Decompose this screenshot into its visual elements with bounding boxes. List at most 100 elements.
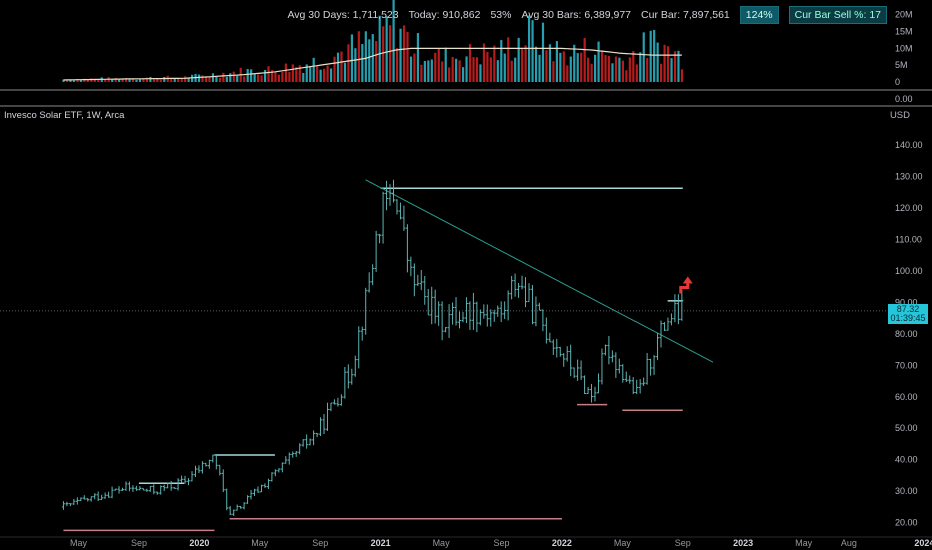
time-tick-label: Sep <box>312 538 328 548</box>
volume-bar <box>180 78 183 82</box>
volume-bar <box>587 57 590 82</box>
time-tick-label: 2022 <box>552 538 572 548</box>
volume-bar <box>378 15 381 83</box>
volume-bar <box>298 65 301 82</box>
volume-bar <box>566 65 569 82</box>
volume-bar <box>72 80 76 82</box>
volume-bar <box>670 58 673 82</box>
volume-bar <box>600 51 604 82</box>
volume-bar <box>288 72 291 82</box>
volume-bar <box>128 79 131 82</box>
last-price-value: 87.32 <box>896 304 920 314</box>
volume-bar <box>632 50 635 82</box>
avg30bars-stat: Avg 30 Bars: 6,389,977 <box>521 9 631 21</box>
volume-bar <box>524 45 527 82</box>
avg30bars-value: 6,389,977 <box>584 9 632 21</box>
volume-bar <box>562 51 565 82</box>
last-price-tag: 87.32 01:39:45 <box>888 304 928 324</box>
volume-bar <box>427 60 430 82</box>
volume-bar <box>316 66 319 82</box>
volume-bar <box>399 28 402 82</box>
volume-bar <box>649 30 652 82</box>
volume-bar <box>625 70 628 82</box>
volume-bar <box>382 26 385 82</box>
volume-bar <box>666 46 670 82</box>
volume-bar <box>673 51 677 82</box>
volume-bar <box>475 57 479 82</box>
price-tick-label: 30.00 <box>895 486 918 496</box>
volume-bar <box>479 64 482 82</box>
price-tick-label: 20.00 <box>895 518 918 528</box>
volume-bar <box>211 73 215 82</box>
volume-bar <box>434 52 437 82</box>
time-tick-label: Aug <box>841 538 857 548</box>
price-tick-label: 90.00 <box>895 297 918 307</box>
today-value: 910,862 <box>442 9 481 21</box>
time-tick-label: May <box>251 538 269 548</box>
volume-bar <box>79 79 83 82</box>
volume-bar <box>500 40 503 82</box>
volume-bar <box>277 74 281 82</box>
volume-bar <box>323 68 326 82</box>
volume-bar <box>468 44 472 82</box>
volume-bar <box>124 78 128 82</box>
volume-bar <box>246 69 249 82</box>
volume-bar <box>145 77 149 82</box>
volume-bar <box>534 46 538 82</box>
volume-bar <box>395 48 399 82</box>
volume-bar <box>232 71 235 82</box>
volume-bar <box>263 69 267 82</box>
volume-bar <box>187 78 190 82</box>
volume-bar <box>458 60 461 82</box>
volume-bar <box>319 69 322 82</box>
volume-bar <box>309 65 312 82</box>
volume-bar <box>375 41 378 82</box>
volume-bar <box>552 61 555 82</box>
volume-bar <box>430 59 433 82</box>
time-tick-label: Sep <box>493 538 509 548</box>
volume-tick-label: 10M <box>895 43 913 53</box>
volume-bar <box>621 60 624 82</box>
volume-bar <box>548 44 552 82</box>
time-tick-label: May <box>614 538 632 548</box>
volume-bar <box>354 48 357 82</box>
volume-bar <box>149 76 152 82</box>
volume-bar <box>423 60 426 82</box>
volume-bar <box>114 77 117 82</box>
volume-bar <box>521 48 524 82</box>
volume-bar <box>121 78 124 82</box>
volume-bar <box>343 62 347 82</box>
volume-bar <box>503 53 506 82</box>
volume-bar <box>326 65 329 82</box>
volume-bar <box>538 54 541 82</box>
volume-bar <box>208 76 211 82</box>
volume-bar <box>281 72 284 82</box>
bar-countdown: 01:39:45 <box>890 313 926 323</box>
volume-tick-label: 20M <box>895 10 913 20</box>
volume-bar <box>291 64 294 82</box>
volume-bar <box>517 37 520 82</box>
curbar-stat: Cur Bar: 7,897,561 <box>641 9 730 21</box>
time-tick-label: Sep <box>675 538 691 548</box>
volume-bar <box>86 79 89 82</box>
volume-bar <box>340 51 343 82</box>
time-tick-label: 2024 <box>914 538 932 548</box>
volume-bar <box>455 58 458 82</box>
volume-tick-label: 15M <box>895 27 913 37</box>
volume-bar <box>284 63 287 82</box>
volume-bar <box>104 79 107 82</box>
volume-bar <box>639 52 642 82</box>
volume-bar <box>635 64 638 82</box>
volume-bar <box>256 74 260 82</box>
volume-bar <box>604 55 607 82</box>
volume-bar <box>76 79 79 82</box>
time-tick-label: May <box>433 538 451 548</box>
volume-bar <box>437 48 440 82</box>
arrow-shaft <box>679 283 690 294</box>
sub-panel-value: 0.00 <box>895 94 913 104</box>
volume-bar <box>576 53 579 82</box>
volume-bar <box>204 76 208 82</box>
volume-bar <box>614 56 618 82</box>
time-tick-label: May <box>795 538 813 548</box>
